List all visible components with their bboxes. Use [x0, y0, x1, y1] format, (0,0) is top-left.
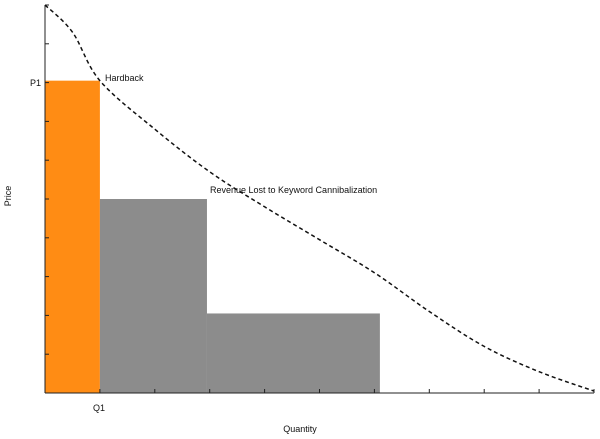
y-tick-label: P1 — [30, 78, 41, 88]
chart-regions — [45, 80, 380, 393]
revenue-lost-annotation: Revenue Lost to Keyword Cannibalization — [210, 185, 377, 195]
x-axis-title: Quantity — [283, 424, 317, 434]
demand-curve-line — [44, 4, 595, 392]
x-tick-label: Q1 — [93, 403, 105, 413]
hardback-annotation: Hardback — [105, 73, 144, 83]
revenue-lost-region — [99, 199, 207, 393]
revenue-lost-region — [206, 313, 380, 393]
demand-curve-group — [44, 4, 595, 392]
chart-labels: P1 Q1 Hardback Revenue Lost to Keyword C… — [3, 73, 377, 434]
hardback-region — [45, 80, 100, 393]
y-axis-title: Price — [3, 186, 13, 207]
